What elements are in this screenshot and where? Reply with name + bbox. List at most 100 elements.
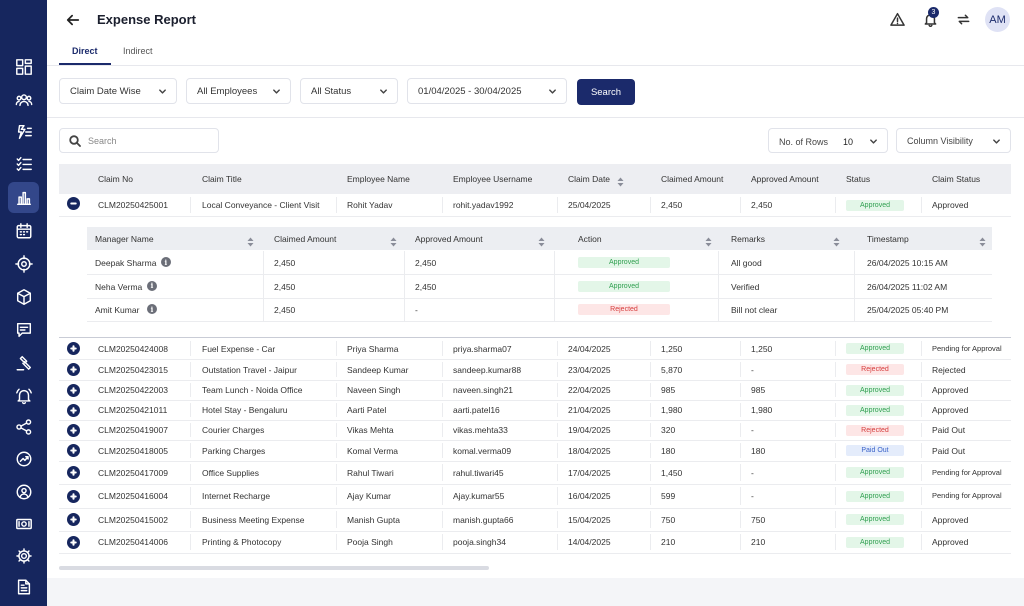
claim-date-cell: 18/04/2025 bbox=[568, 445, 611, 456]
users-icon[interactable] bbox=[8, 84, 39, 115]
table-row[interactable]: CLM20250423015 Outstation Travel - Jaipur… bbox=[59, 164, 1011, 564]
status-badge: Approved bbox=[846, 490, 904, 502]
sub-column-header-action[interactable]: Action bbox=[578, 234, 602, 244]
expand-row-button[interactable] bbox=[67, 342, 80, 355]
bell-alert-icon[interactable] bbox=[8, 380, 39, 411]
expand-row-button[interactable] bbox=[67, 363, 80, 376]
user-settings-icon[interactable] bbox=[8, 476, 39, 507]
column-divider bbox=[190, 403, 191, 417]
column-header-employee-name[interactable]: Employee Name bbox=[347, 174, 410, 184]
claimed-amount-cell: 1,980 bbox=[661, 405, 683, 415]
target-icon[interactable] bbox=[8, 248, 39, 279]
status-badge: Approved bbox=[846, 384, 904, 396]
message-icon[interactable] bbox=[8, 314, 39, 345]
row-divider bbox=[59, 508, 1011, 509]
back-button[interactable] bbox=[61, 8, 85, 32]
package-icon[interactable] bbox=[8, 281, 39, 312]
expand-row-button[interactable] bbox=[67, 423, 80, 437]
tab-direct[interactable]: Direct bbox=[72, 46, 98, 56]
gavel-icon[interactable] bbox=[8, 347, 39, 378]
expand-row-button[interactable] bbox=[67, 489, 80, 503]
bar-chart-icon[interactable] bbox=[8, 182, 39, 213]
expand-row-button[interactable] bbox=[67, 513, 80, 526]
row-divider bbox=[59, 420, 1011, 421]
report-icon[interactable] bbox=[8, 571, 39, 602]
employees-select[interactable]: All Employees bbox=[186, 78, 291, 104]
claim-date-select[interactable]: Claim Date Wise bbox=[59, 78, 177, 104]
table-row[interactable]: CLM20250417009 Office Supplies Rahul Tiwar… bbox=[59, 164, 1011, 564]
column-header-employee-username[interactable]: Employee Username bbox=[453, 174, 533, 184]
claim-status-cell: Pending for Approval bbox=[932, 467, 1002, 477]
table-row[interactable]: CLM20250424008 Fuel Expense - Car Priya Sh… bbox=[59, 164, 1011, 564]
horizontal-scrollbar[interactable] bbox=[59, 566, 489, 570]
expand-row-button[interactable] bbox=[67, 466, 80, 479]
sort-icon[interactable] bbox=[705, 234, 712, 247]
sub-column-header-timestamp[interactable]: Timestamp bbox=[867, 234, 909, 244]
gear-icon[interactable] bbox=[8, 540, 39, 571]
warning-icon[interactable] bbox=[887, 9, 907, 29]
sort-icon[interactable] bbox=[247, 234, 254, 247]
claim-date-cell: 23/04/2025 bbox=[568, 364, 611, 375]
search-button[interactable]: Search bbox=[577, 79, 635, 105]
sort-icon[interactable] bbox=[833, 234, 840, 247]
table-row[interactable]: CLM20250422003 Team Lunch - Noida Office N… bbox=[59, 164, 1011, 564]
info-icon[interactable]: i bbox=[147, 304, 157, 314]
table-row[interactable]: CLM20250418005 Parking Charges Komal Verma… bbox=[59, 164, 1011, 564]
sort-icon[interactable] bbox=[617, 174, 624, 187]
table-row[interactable]: CLM20250419007 Courier Charges Vikas Mehta… bbox=[59, 164, 1011, 564]
sub-column-header-approved-amount[interactable]: Approved Amount bbox=[415, 234, 483, 244]
column-divider bbox=[336, 383, 337, 397]
refresh-icon[interactable] bbox=[953, 9, 973, 29]
column-header-claim-date[interactable]: Claim Date bbox=[568, 174, 611, 184]
column-header-claim-status[interactable]: Claim Status bbox=[932, 174, 981, 184]
column-divider bbox=[740, 443, 741, 458]
collapse-row-button[interactable] bbox=[67, 197, 80, 210]
employees-value: All Employees bbox=[197, 85, 258, 97]
avatar[interactable]: AM bbox=[985, 7, 1010, 32]
column-visibility-select[interactable]: Column Visibility bbox=[896, 128, 1011, 153]
money-icon[interactable] bbox=[8, 508, 39, 539]
column-divider bbox=[190, 362, 191, 377]
expand-row-button[interactable] bbox=[67, 383, 80, 397]
column-divider bbox=[554, 251, 555, 274]
claim-title-cell: Local Conveyance - Client Visit bbox=[202, 200, 320, 210]
status-select[interactable]: All Status bbox=[300, 78, 398, 104]
column-divider bbox=[442, 511, 443, 528]
expand-row-button[interactable] bbox=[67, 535, 80, 549]
expand-row-button[interactable] bbox=[67, 444, 80, 457]
table-search-input[interactable]: Search bbox=[59, 128, 219, 153]
share-nodes-icon[interactable] bbox=[8, 411, 39, 442]
hierarchy-icon[interactable] bbox=[8, 116, 39, 147]
sub-column-header-manager-name[interactable]: Manager Name bbox=[95, 234, 154, 244]
table-row[interactable]: CLM20250416004 Internet Recharge Ajay Kuma… bbox=[59, 164, 1011, 564]
column-header-status[interactable]: Status bbox=[846, 174, 871, 184]
status-badge: Rejected bbox=[578, 304, 670, 315]
info-icon[interactable]: i bbox=[147, 280, 157, 291]
column-divider bbox=[557, 423, 558, 437]
calendar-icon[interactable] bbox=[8, 215, 39, 246]
checklist-icon[interactable] bbox=[8, 148, 39, 179]
trend-circle-icon[interactable] bbox=[8, 443, 39, 474]
employee-name-cell: Vikas Mehta bbox=[347, 425, 394, 435]
approved-amount-cell: 1,980 bbox=[751, 405, 773, 415]
column-header-approved-amount[interactable]: Approved Amount bbox=[751, 174, 819, 184]
sort-icon[interactable] bbox=[390, 234, 397, 247]
sub-column-header-remarks[interactable]: Remarks bbox=[731, 234, 766, 244]
table-row[interactable]: CLM20250414006 Printing & Photocopy Pooja … bbox=[59, 164, 1011, 564]
sort-icon[interactable] bbox=[979, 234, 986, 247]
claim-no-cell: CLM20250422003 bbox=[98, 385, 168, 395]
table-row[interactable]: CLM20250415002 Business Meeting Expense Ma… bbox=[59, 164, 1011, 564]
tab-indirect[interactable]: Indirect bbox=[123, 46, 153, 56]
column-header-claim-no[interactable]: Claim No bbox=[98, 174, 133, 184]
column-header-claimed-amount[interactable]: Claimed Amount bbox=[661, 174, 724, 184]
expand-row-button[interactable] bbox=[67, 403, 80, 417]
info-icon[interactable]: i bbox=[160, 257, 171, 267]
sort-icon[interactable] bbox=[538, 234, 545, 247]
rows-per-page-select[interactable]: No. of Rows 10 bbox=[768, 128, 888, 153]
column-header-claim-title[interactable]: Claim Title bbox=[202, 174, 242, 184]
date-range-select[interactable]: 01/04/2025 - 30/04/2025 bbox=[407, 78, 567, 104]
dashboard-icon[interactable] bbox=[8, 51, 39, 82]
table-row[interactable]: CLM20250421011 Hotel Stay - Bengaluru Aart… bbox=[59, 164, 1011, 564]
table-row-expanded[interactable]: CLM20250425001 Local Conveyance - Client … bbox=[59, 164, 1011, 338]
sub-column-header-claimed-amount[interactable]: Claimed Amount bbox=[274, 234, 337, 244]
